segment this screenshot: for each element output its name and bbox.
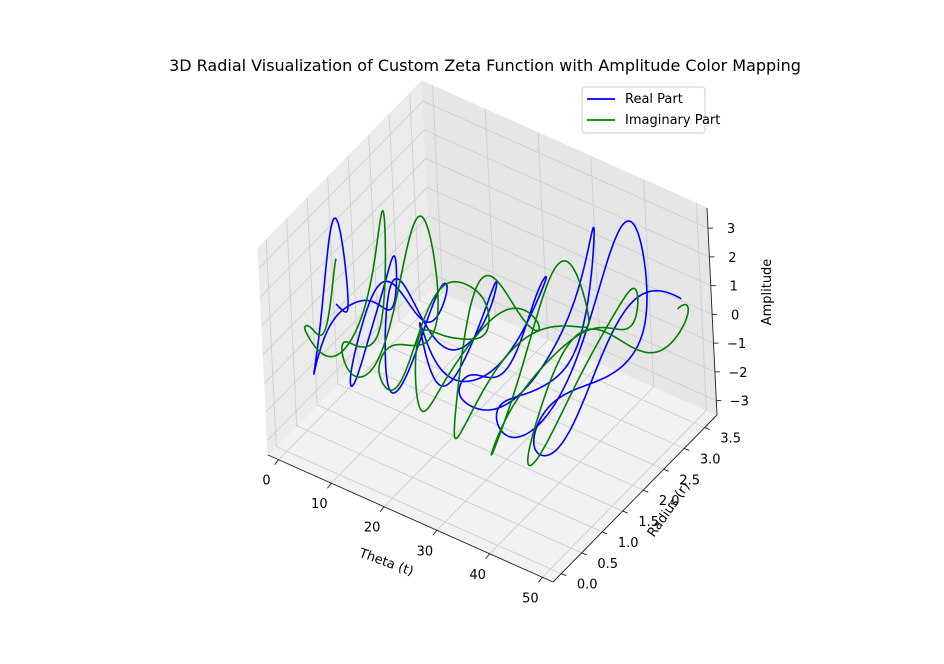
x-tick-label: 30 [417, 544, 434, 559]
z-axis-label: Amplitude [760, 259, 775, 326]
grid-line-y [327, 176, 623, 512]
data-series [303, 209, 690, 467]
y-tick-label: 2.0 [659, 494, 680, 509]
z-tick-label: −3 [730, 395, 749, 410]
legend-label-imaginary: Imaginary Part [625, 113, 720, 128]
chart-title: 3D Radial Visualization of Custom Zeta F… [169, 56, 801, 75]
grid-line-y [265, 239, 562, 575]
y-tick-label: 1.5 [638, 515, 659, 530]
z-tick-label: 3 [727, 222, 735, 237]
z-tick-label: −2 [728, 366, 747, 381]
z-axis-line [706, 207, 718, 416]
y-tick-label: 2.5 [679, 473, 700, 488]
y-tick-mark [704, 427, 710, 430]
grid-line-z [258, 100, 709, 269]
grid-line-z [262, 186, 713, 355]
y-tick-label: 0.0 [577, 578, 598, 593]
z-tick-label: 1 [730, 280, 738, 295]
x-tick-label: 20 [364, 521, 381, 536]
y-tick-label: 1.0 [618, 536, 639, 551]
grid-line-x [436, 156, 602, 531]
y-tick-mark [643, 489, 649, 493]
grid-line-y [409, 93, 705, 428]
x-tick-label: 40 [469, 568, 486, 583]
grid-line-z [266, 273, 717, 441]
grid-line-x [489, 179, 655, 555]
legend: Real Part Imaginary Part [581, 86, 720, 134]
x-tick-mark [485, 553, 491, 560]
z-tick-label: 0 [731, 308, 739, 323]
legend-label-real: Real Part [625, 92, 683, 107]
grid-line-y [388, 114, 685, 449]
grid-line-y [347, 156, 644, 491]
grid-line-x [383, 132, 549, 508]
grid-line-z [261, 158, 711, 326]
x-tick-mark [432, 529, 438, 536]
grid-line-x [278, 85, 444, 461]
x-axis-label: Theta (t) [356, 546, 415, 580]
tick-labels: 010203040500.00.51.01.52.02.53.03.5−3−2−… [262, 222, 748, 606]
y-tick-mark [581, 552, 587, 556]
z-tick-label: −1 [727, 337, 746, 352]
x-tick-label: 10 [311, 497, 328, 512]
y-tick-label: 3.0 [700, 452, 721, 467]
series-line-imaginary [303, 209, 690, 467]
grid-line-z [260, 129, 710, 298]
y-tick-label: 3.5 [720, 432, 741, 447]
y-tick-mark [602, 531, 608, 535]
grid-line-y [286, 218, 582, 554]
x-tick-mark [379, 506, 385, 513]
y-axis-label: Radius (r) [645, 480, 694, 540]
y-tick-mark [622, 510, 628, 514]
axis-lines [267, 207, 718, 583]
series-line-real [312, 217, 682, 457]
x-tick-mark [538, 577, 543, 583]
x-tick-mark [326, 482, 332, 489]
x-tick-label: 50 [522, 591, 539, 606]
y-tick-mark [684, 447, 690, 451]
x-tick-mark [274, 459, 279, 465]
x-axis-line [267, 454, 554, 583]
x-tick-label: 0 [262, 474, 270, 489]
y-axis-line [552, 414, 718, 583]
y-tick-mark [561, 573, 567, 577]
y-tick-label: 0.5 [597, 557, 618, 572]
grid-line-y [306, 197, 603, 533]
grid-line-y [368, 135, 664, 470]
grid-line-x [542, 203, 707, 578]
y-tick-mark [663, 468, 669, 472]
z-tick-label: 2 [728, 251, 736, 266]
